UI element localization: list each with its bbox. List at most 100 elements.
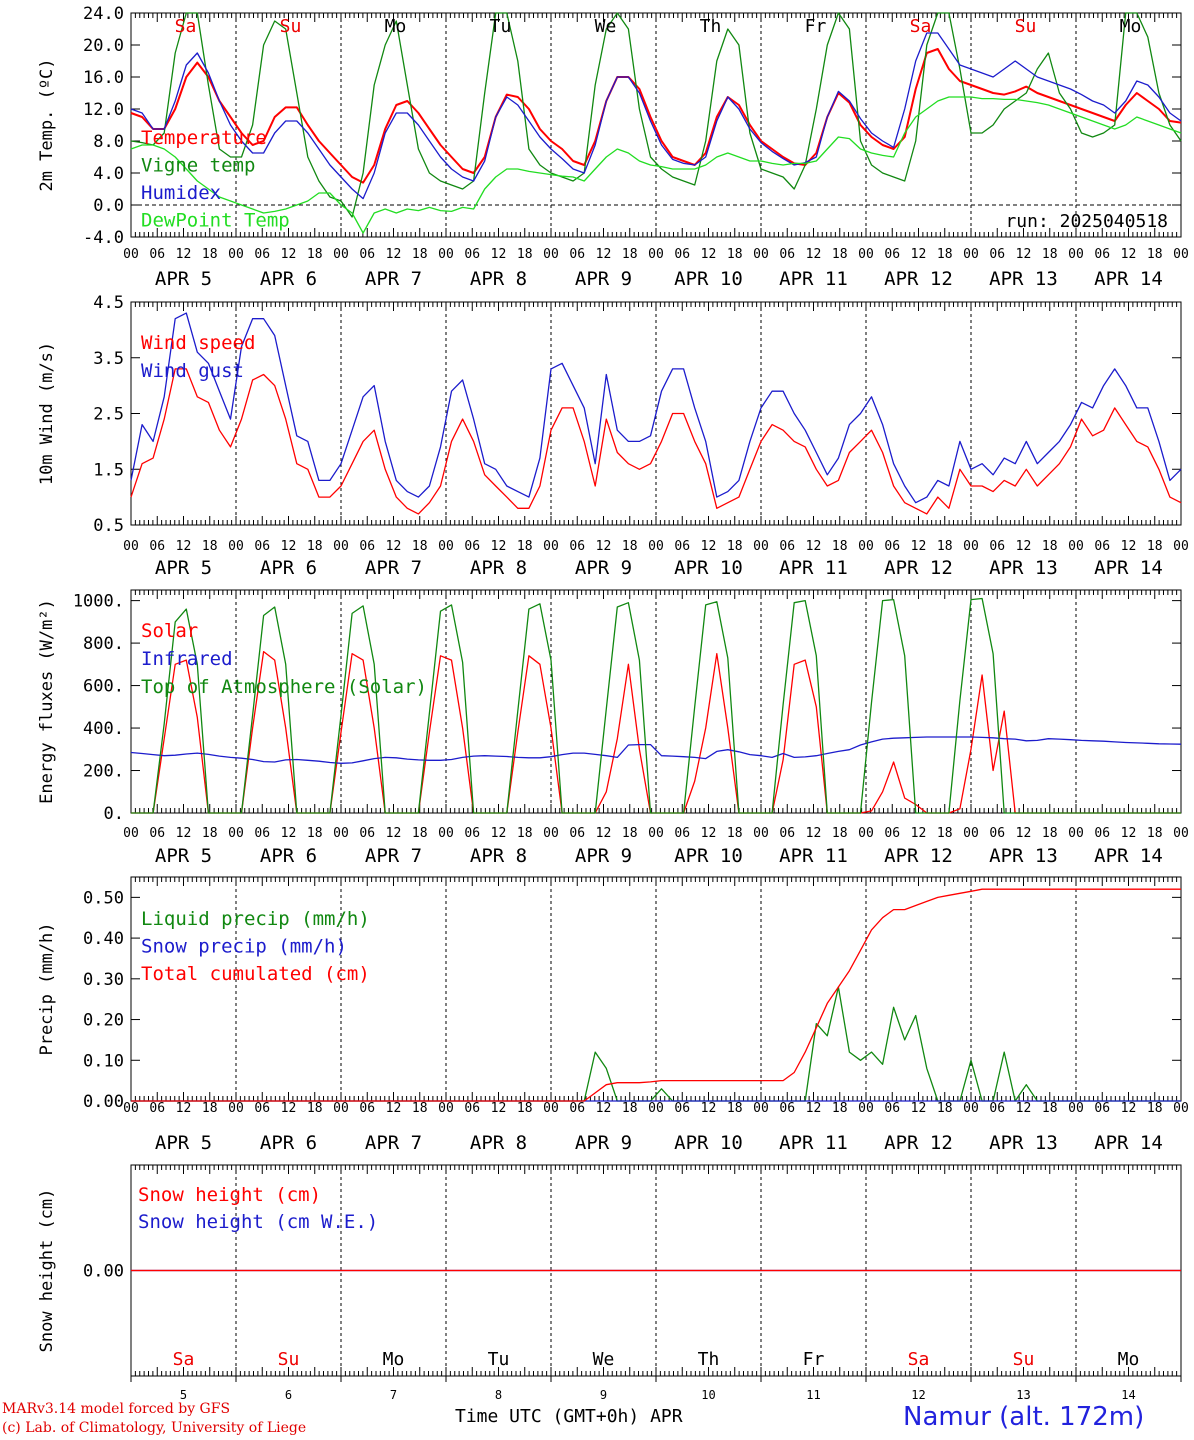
y-tick-label: 24.0 [83, 4, 124, 24]
hour-label: 12 [806, 247, 822, 262]
hour-label: 12 [911, 1101, 927, 1116]
hour-label: 06 [464, 826, 480, 841]
hour-label: 12 [911, 826, 927, 841]
legend-entry: Wind speed [141, 332, 255, 354]
hour-label: 06 [464, 539, 480, 554]
legend-entry: Snow precip (mm/h) [141, 936, 347, 958]
hour-label: 18 [307, 539, 323, 554]
hour-label: 00 [858, 1101, 874, 1116]
hour-label: 12 [176, 539, 192, 554]
hour-label: 00 [1173, 1101, 1189, 1116]
date-label: APR 10 [674, 1132, 743, 1154]
hour-label: 06 [884, 539, 900, 554]
hour-label: 18 [202, 826, 218, 841]
hour-label: 18 [412, 247, 428, 262]
series-line [130, 312, 1182, 504]
hour-label: 12 [1016, 247, 1032, 262]
hour-label: 06 [989, 826, 1005, 841]
hour-label: 00 [333, 826, 349, 841]
hour-label: 00 [438, 1101, 454, 1116]
hour-label: 00 [858, 247, 874, 262]
y-tick-label: 0.40 [83, 929, 124, 949]
hour-label: 12 [1121, 247, 1137, 262]
hour-label: 00 [543, 1101, 559, 1116]
run-label: run: 2025040518 [1005, 211, 1168, 232]
series-line [130, 736, 1182, 764]
date-label: APR 9 [575, 557, 632, 579]
date-label: APR 7 [365, 1132, 422, 1154]
weekday-label: Mo [383, 1349, 405, 1370]
y-tick-label: 20.0 [83, 36, 124, 56]
hour-label: 12 [176, 1101, 192, 1116]
hour-label: 12 [701, 1101, 717, 1116]
hour-label: 18 [727, 539, 743, 554]
hour-label: 12 [281, 539, 297, 554]
hour-label: 06 [149, 247, 165, 262]
y-tick-label: 0.0 [93, 196, 124, 216]
legend-entry: DewPoint Temp [141, 210, 290, 232]
hour-label: 06 [359, 539, 375, 554]
weekday-label: Su [280, 16, 302, 37]
series-line [130, 96, 1182, 234]
hour-label: 18 [727, 826, 743, 841]
hour-label: 00 [753, 826, 769, 841]
hour-label: 18 [517, 539, 533, 554]
hour-label: 06 [359, 247, 375, 262]
date-label: APR 14 [1094, 557, 1163, 579]
hour-label: 00 [648, 826, 664, 841]
y-tick-label: 16.0 [83, 68, 124, 88]
legend-entry: Snow height (cm W.E.) [138, 1211, 378, 1233]
hour-label: 06 [1094, 826, 1110, 841]
hour-label: 12 [491, 247, 507, 262]
hour-label: 18 [202, 1101, 218, 1116]
date-label: APR 14 [1094, 1132, 1163, 1154]
hour-label: 00 [1068, 539, 1084, 554]
hour-label: 06 [149, 539, 165, 554]
legend-entry: Vigne temp [141, 155, 255, 177]
date-label: APR 12 [884, 1132, 953, 1154]
legend-entry: Temperature [141, 127, 267, 149]
y-tick-label: 0.30 [83, 970, 124, 990]
weekday-label: Fr [803, 1349, 825, 1370]
weekday-label: Sa [175, 16, 197, 37]
legend-entry: Liquid precip (mm/h) [141, 908, 370, 930]
weekday-label: Sa [910, 16, 932, 37]
hour-label: 00 [123, 247, 139, 262]
hour-label: 00 [123, 539, 139, 554]
hour-label: 18 [517, 247, 533, 262]
date-label: APR 6 [260, 557, 317, 579]
hour-label: 18 [832, 539, 848, 554]
hour-label: 18 [517, 1101, 533, 1116]
hour-label: 00 [333, 247, 349, 262]
date-number: 8 [495, 1388, 502, 1402]
hour-label: 00 [963, 247, 979, 262]
weekday-label: Fr [805, 16, 827, 37]
date-label: APR 5 [155, 1132, 212, 1154]
hour-label: 12 [911, 539, 927, 554]
date-label: APR 14 [1094, 845, 1163, 867]
hour-label: 06 [569, 1101, 585, 1116]
hour-label: 00 [333, 539, 349, 554]
hour-label: 12 [176, 247, 192, 262]
hour-label: 00 [123, 1101, 139, 1116]
hour-label: 12 [281, 1101, 297, 1116]
hour-label: 00 [963, 539, 979, 554]
hour-label: 18 [202, 247, 218, 262]
hour-label: 00 [1068, 1101, 1084, 1116]
date-label: APR 11 [779, 268, 848, 290]
hour-label: 18 [307, 1101, 323, 1116]
hour-label: 00 [228, 539, 244, 554]
hour-label: 12 [1016, 1101, 1032, 1116]
hour-label: 06 [1094, 1101, 1110, 1116]
hour-label: 18 [727, 1101, 743, 1116]
hour-label: 12 [281, 826, 297, 841]
y-tick-label: 8.0 [93, 132, 124, 152]
hour-label: 18 [622, 826, 638, 841]
hour-label: 00 [858, 826, 874, 841]
hour-label: 12 [701, 247, 717, 262]
legend-entry: Top of Atmosphere (Solar) [141, 676, 427, 698]
hour-label: 12 [1016, 539, 1032, 554]
date-label: APR 10 [674, 268, 743, 290]
hour-label: 00 [543, 539, 559, 554]
